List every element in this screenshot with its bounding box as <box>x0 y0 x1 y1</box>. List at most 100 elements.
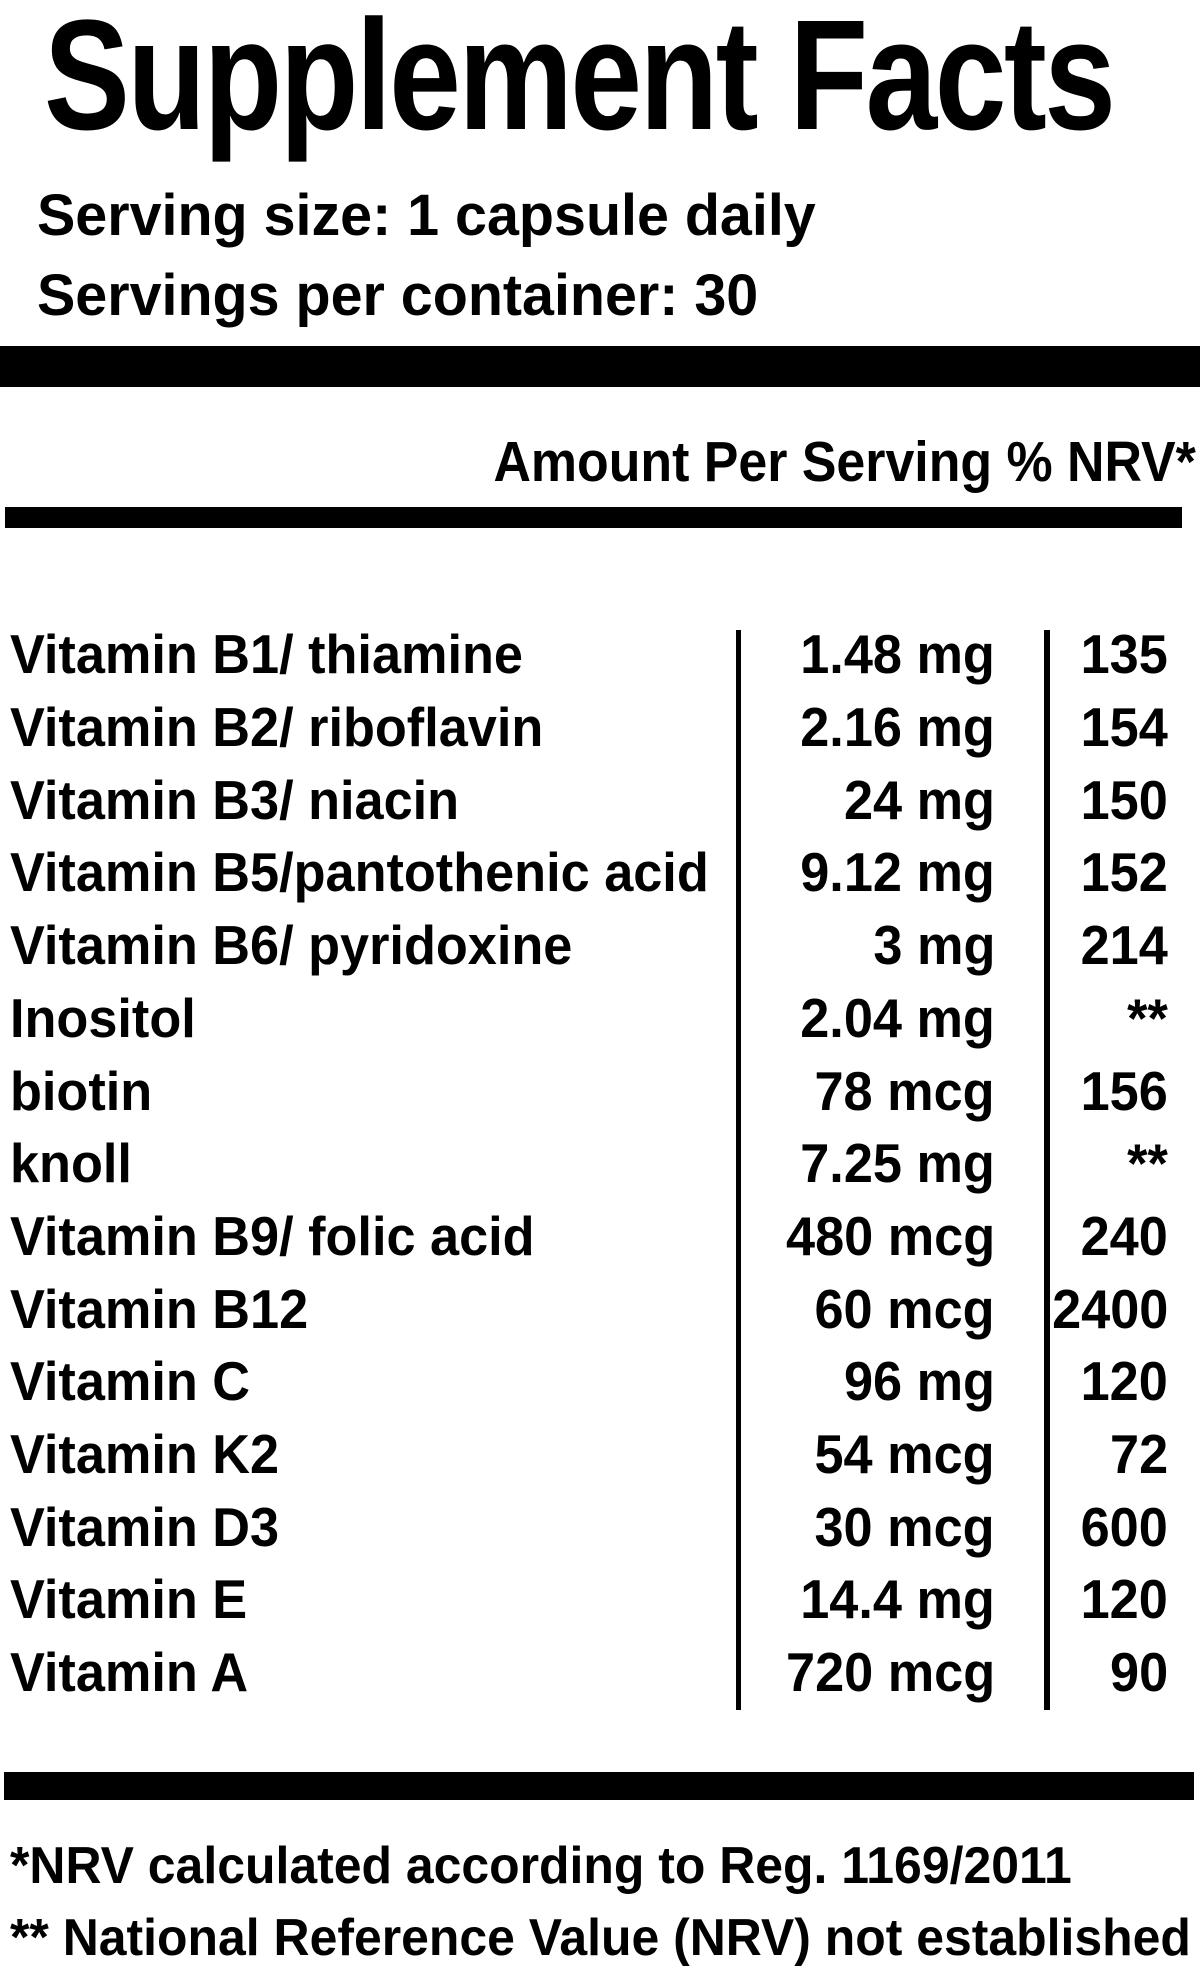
table-column-header-text: Amount Per Serving % NRV* <box>493 430 1196 494</box>
nutrient-amount-text: 14.4 mg <box>800 1568 995 1631</box>
nutrient-name-text: Vitamin A <box>10 1641 249 1704</box>
table-row: Vitamin B5/pantothenic acid 9.12 mg 152 <box>0 845 1200 918</box>
nutrient-nrv: 120 <box>1076 1354 1168 1409</box>
page-title: Supplement Facts <box>44 0 1200 154</box>
nutrient-amount: 78 mcg <box>805 1059 995 1122</box>
nutrient-nrv: 214 <box>1076 918 1168 973</box>
nutrient-nrv: ** <box>1125 990 1168 1046</box>
nutrient-name: Vitamin B9/ folic acid <box>10 1204 562 1267</box>
table-row: Vitamin B1/ thiamine 1.48 mg 135 <box>0 627 1200 700</box>
nutrient-name: Vitamin B2/ riboflavin <box>10 700 571 755</box>
nutrient-name-text: biotin <box>10 1059 153 1122</box>
nutrient-name-text: knoll <box>10 1132 132 1195</box>
nutrient-nrv-text: 156 <box>1080 1059 1168 1122</box>
table-row: biotin 78 mcg 156 <box>0 1059 1200 1137</box>
nutrient-nrv-text: 120 <box>1080 1350 1168 1413</box>
nutrient-amount-text: 720 mcg <box>785 1641 995 1704</box>
nutrient-name: Vitamin E <box>10 1572 260 1627</box>
table-row: knoll 7.25 mg ** <box>0 1136 1200 1209</box>
nutrient-nrv-text: 90 <box>1109 1641 1168 1704</box>
nutrient-amount: 480 mcg <box>775 1204 995 1267</box>
nutrient-amount-text: 3 mg <box>873 914 995 977</box>
nutrient-name-text: Vitamin B5/pantothenic acid <box>10 841 709 904</box>
table-row: Vitamin B6/ pyridoxine 3 mg 214 <box>0 918 1200 991</box>
nutrient-nrv: 72 <box>1107 1427 1168 1482</box>
nutrient-nrv-text: 214 <box>1080 914 1168 977</box>
nutrient-amount: 24 mg <box>836 772 995 828</box>
nutrient-nrv: 2400 <box>1046 1281 1168 1337</box>
nutrient-name-text: Vitamin D3 <box>10 1495 280 1558</box>
nutrient-amount: 14.4 mg <box>790 1572 995 1627</box>
nutrient-name: Vitamin B12 <box>10 1277 324 1340</box>
table-row: Vitamin C 96 mg 120 <box>0 1354 1200 1427</box>
nutrient-name-text: Vitamin B12 <box>10 1277 309 1340</box>
nutrient-name-text: Inositol <box>10 986 196 1049</box>
page-title-text: Supplement Facts <box>44 0 1116 163</box>
nutrient-nrv: 600 <box>1076 1495 1168 1558</box>
nutrient-amount: 60 mcg <box>805 1281 995 1337</box>
nutrient-amount-text: 2.04 mg <box>800 986 995 1049</box>
nutrient-amount: 3 mg <box>867 918 995 973</box>
nutrient-amount-text: 78 mcg <box>814 1059 995 1122</box>
footnote-nrv-calculation: *NRV calculated according to Reg. 1169/2… <box>10 1840 1116 1892</box>
nutrient-name-text: Vitamin E <box>10 1568 248 1631</box>
table-row: Vitamin B9/ folic acid 480 mcg 240 <box>0 1204 1200 1282</box>
nutrient-name: Vitamin B3/ niacin <box>10 768 483 831</box>
nutrient-name: Vitamin C <box>10 1354 263 1409</box>
servings-per-container-line: Servings per container: 30 <box>37 267 765 325</box>
nutrient-name: Vitamin D3 <box>10 1495 293 1558</box>
footnote-nrv-not-established: ** National Reference Value (NRV) not es… <box>10 1912 1200 1964</box>
nutrient-amount-text: 30 mcg <box>814 1495 995 1558</box>
nutrient-amount-text: 96 mg <box>843 1350 995 1413</box>
nutrient-nrv: 240 <box>1076 1204 1168 1267</box>
nutrient-name: Vitamin A <box>10 1645 261 1700</box>
nutrient-nrv-text: 240 <box>1080 1204 1168 1267</box>
nutrient-nrv-text: ** <box>1127 1132 1168 1195</box>
nutrient-name-text: Vitamin K2 <box>10 1423 280 1485</box>
nutrient-nrv-text: 600 <box>1080 1495 1168 1558</box>
nutrient-nrv-text: 135 <box>1080 623 1168 686</box>
header-separator-bar <box>5 507 1182 528</box>
nutrient-name: Vitamin B1/ thiamine <box>10 627 550 682</box>
amount-column-rule <box>736 630 741 1710</box>
nutrient-nrv: 156 <box>1076 1059 1168 1122</box>
table-row: Vitamin D3 30 mcg 600 <box>0 1495 1200 1573</box>
nutrient-nrv: 120 <box>1076 1572 1168 1627</box>
nutrient-nrv: 135 <box>1076 627 1168 682</box>
nutrient-name: biotin <box>10 1059 160 1122</box>
nutrient-amount-text: 7.25 mg <box>800 1132 995 1195</box>
nutrient-name: knoll <box>10 1136 138 1191</box>
nutrient-name: Vitamin K2 <box>10 1427 293 1482</box>
nutrient-name: Vitamin B6/ pyridoxine <box>10 918 602 973</box>
nutrient-amount: 2.04 mg <box>790 986 995 1049</box>
nutrient-nrv-text: 150 <box>1080 768 1168 831</box>
nutrient-name-text: Vitamin B1/ thiamine <box>10 623 523 686</box>
nutrient-nrv-text: 154 <box>1080 696 1168 758</box>
table-row: Vitamin E 14.4 mg 120 <box>0 1572 1200 1645</box>
nutrient-name-text: Vitamin B2/ riboflavin <box>10 696 544 758</box>
nutrient-nrv-text: 120 <box>1080 1568 1168 1631</box>
nutrient-amount-text: 2.16 mg <box>800 696 995 758</box>
table-column-header: Amount Per Serving % NRV* <box>424 434 1196 491</box>
nutrient-amount: 9.12 mg <box>790 845 995 900</box>
nutrient-amount-text: 1.48 mg <box>800 623 995 686</box>
nutrient-nrv: 150 <box>1076 768 1168 831</box>
footnote-nrv-calculation-text: *NRV calculated according to Reg. 1169/2… <box>10 1837 1072 1895</box>
nutrient-amount-text: 480 mcg <box>785 1204 995 1267</box>
serving-size-text: Serving size: 1 capsule daily <box>37 183 816 248</box>
nutrient-amount: 7.25 mg <box>790 1136 995 1191</box>
table-row: Vitamin B12 60 mcg 2400 <box>0 1277 1200 1355</box>
nutrient-name-text: Vitamin B3/ niacin <box>10 768 460 831</box>
nutrient-amount: 1.48 mg <box>790 627 995 682</box>
servings-per-container-text: Servings per container: 30 <box>37 263 759 328</box>
nutrient-amount-text: 9.12 mg <box>800 841 995 904</box>
nutrient-amount: 720 mcg <box>775 1645 995 1700</box>
nutrient-nrv-text: 72 <box>1109 1423 1168 1485</box>
nutrient-amount: 30 mcg <box>805 1495 995 1558</box>
top-separator-bar <box>0 346 1200 387</box>
bottom-separator-bar <box>4 1772 1194 1800</box>
nutrient-nrv: 90 <box>1107 1645 1168 1700</box>
table-row: Vitamin K2 54 mcg 72 <box>0 1427 1200 1500</box>
nutrient-name-text: Vitamin B9/ folic acid <box>10 1204 535 1267</box>
